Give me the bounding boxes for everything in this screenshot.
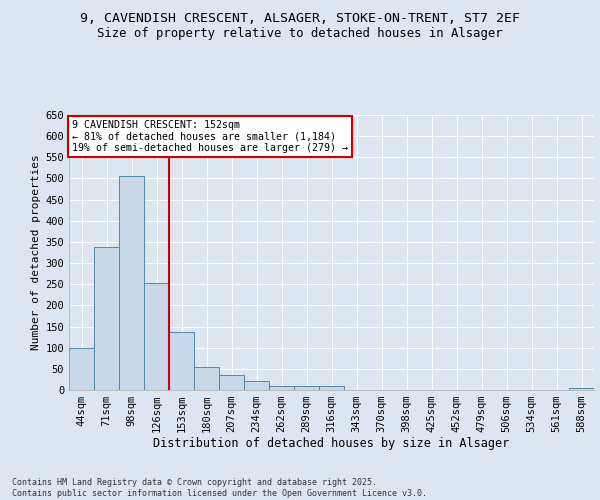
Bar [119,176,144,390]
Bar [294,386,319,390]
Bar [144,282,169,390]
Bar [69,348,94,390]
Bar [569,388,594,390]
Text: 9, CAVENDISH CRESCENT, ALSAGER, STOKE-ON-TRENT, ST7 2EF: 9, CAVENDISH CRESCENT, ALSAGER, STOKE-ON… [80,12,520,26]
Bar [94,247,119,390]
Text: Size of property relative to detached houses in Alsager: Size of property relative to detached ho… [97,28,503,40]
Bar [169,332,194,390]
Bar [269,386,294,390]
Text: 9 CAVENDISH CRESCENT: 152sqm
← 81% of detached houses are smaller (1,184)
19% of: 9 CAVENDISH CRESCENT: 152sqm ← 81% of de… [71,120,347,154]
Bar [194,366,219,390]
X-axis label: Distribution of detached houses by size in Alsager: Distribution of detached houses by size … [154,436,509,450]
Bar [319,386,344,390]
Bar [244,380,269,390]
Bar [219,375,244,390]
Text: Contains HM Land Registry data © Crown copyright and database right 2025.
Contai: Contains HM Land Registry data © Crown c… [12,478,427,498]
Y-axis label: Number of detached properties: Number of detached properties [31,154,41,350]
